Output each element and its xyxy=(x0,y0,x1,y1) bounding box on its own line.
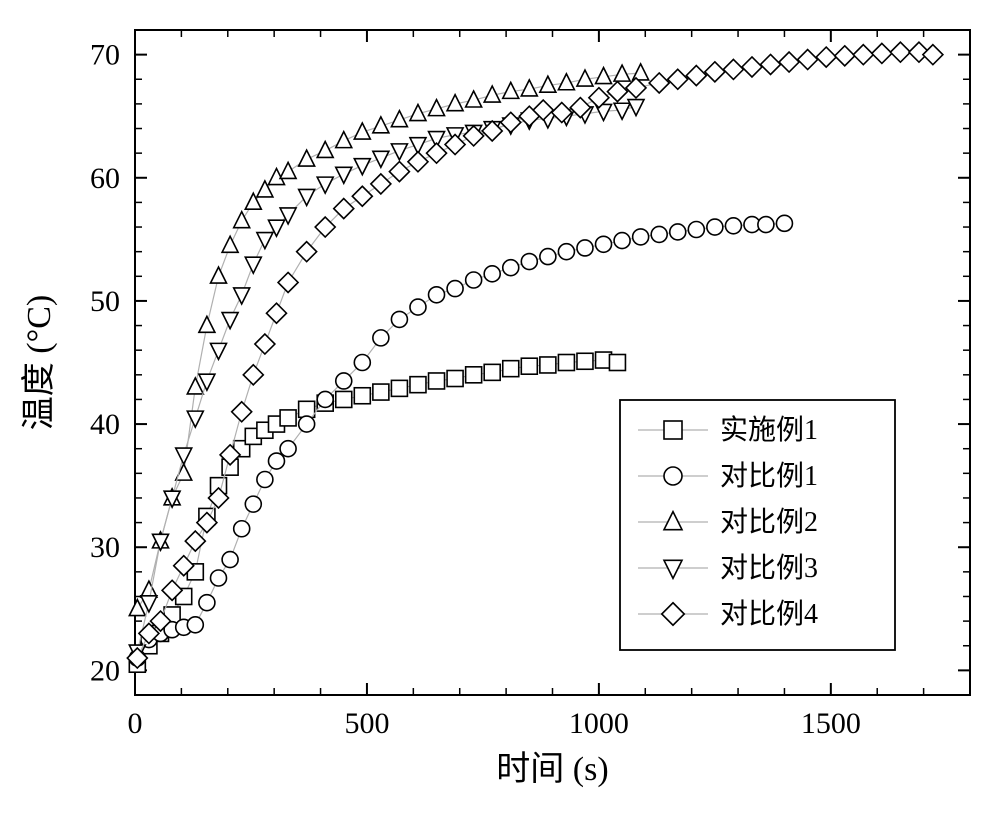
y-tick-label: 70 xyxy=(90,39,120,72)
y-tick-label: 40 xyxy=(90,408,120,441)
y-tick-label: 30 xyxy=(90,531,120,564)
x-axis-label: 时间 (s) xyxy=(496,751,608,788)
legend-label: 对比例1 xyxy=(720,460,818,492)
y-tick-label: 60 xyxy=(90,162,120,195)
x-tick-label: 1500 xyxy=(801,707,861,740)
x-tick-label: 500 xyxy=(344,707,389,740)
y-tick-label: 50 xyxy=(90,285,120,318)
legend-label: 对比例4 xyxy=(720,598,818,630)
x-tick-label: 1000 xyxy=(569,707,629,740)
y-axis-label: 温度 (°C) xyxy=(20,295,58,430)
legend-label: 对比例2 xyxy=(720,506,818,538)
line-chart: 0 500 1000 1500 20 30 40 50 60 70 时间 (s) 温度 (°C) 实施例… xyxy=(0,0,1000,814)
legend-label: 对比例3 xyxy=(720,552,818,584)
chart-container: 0 500 1000 1500 20 30 40 50 60 70 时间 (s) 温度 (°C) 实施例… xyxy=(0,0,1000,814)
x-tick-label: 0 xyxy=(128,707,143,740)
legend-label: 实施例1 xyxy=(720,414,818,446)
y-tick-label: 20 xyxy=(90,654,120,687)
